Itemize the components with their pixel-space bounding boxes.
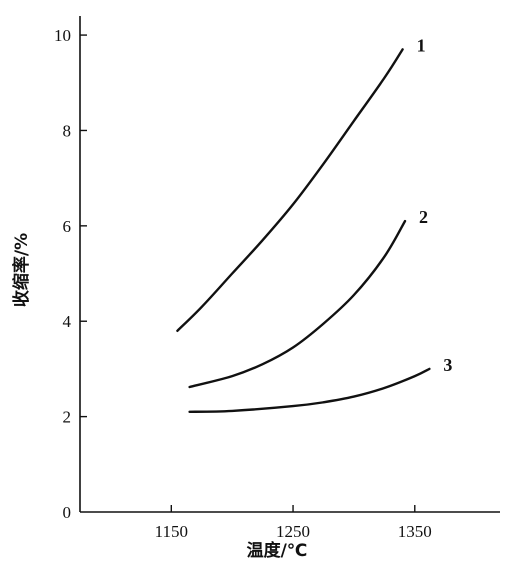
series-label-1: 1	[417, 35, 426, 55]
y-axis-label: 收缩率/%	[11, 233, 32, 307]
y-tick-label-0: 0	[63, 503, 72, 522]
y-tick-label-2: 2	[63, 408, 72, 427]
x-tick-label-1150: 1150	[155, 522, 188, 541]
y-tick-label-10: 10	[54, 26, 71, 45]
x-tick-label-1250: 1250	[276, 522, 310, 541]
curves: 1 2 3	[176, 35, 452, 413]
y-tick-label-8: 8	[63, 121, 72, 140]
y-tick-label-6: 6	[63, 217, 72, 236]
series-line-2	[188, 219, 407, 389]
series-line-1	[176, 48, 404, 332]
x-tick-label-1350: 1350	[398, 522, 432, 541]
y-tick-label-4: 4	[63, 312, 72, 331]
ticks: 1150 1250 1350 0 2 4 6 8 10	[54, 26, 432, 541]
series-label-2: 2	[419, 207, 428, 227]
series-label-3: 3	[443, 355, 452, 375]
x-axis-label: 温度/℃	[247, 540, 308, 561]
series-line-3	[188, 367, 431, 413]
axes	[79, 16, 500, 513]
